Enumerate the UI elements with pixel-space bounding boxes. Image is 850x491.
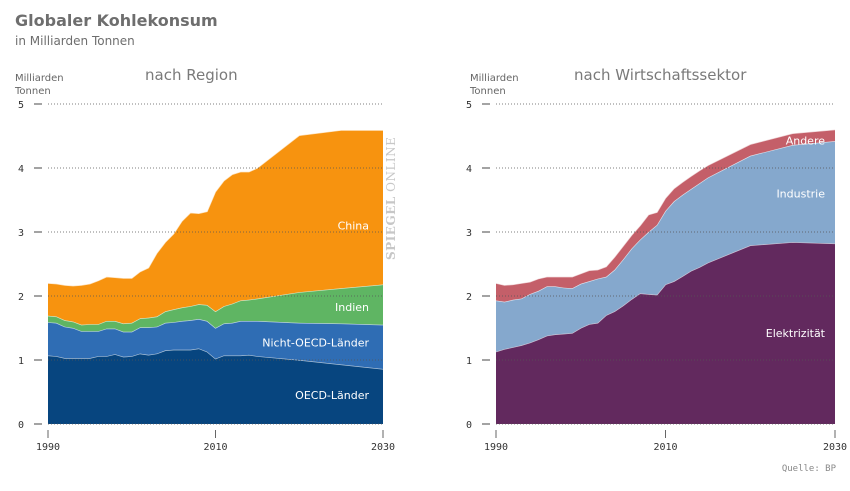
series-label-oecd-l-nder: OECD-Länder [295, 389, 369, 402]
spiegel-online-watermark: SPIEGEL ONLINE [384, 137, 398, 260]
source-note: Quelle: BP [781, 464, 836, 474]
x-tick-label: 1990 [484, 442, 508, 453]
y-tick-label: 4 [466, 164, 472, 175]
area-oecd-l-nder [48, 348, 383, 424]
y-tick-label: 1 [466, 356, 472, 367]
y-axis-unit-left: Milliarden Tonnen [15, 72, 64, 98]
series-label-indien: Indien [335, 301, 369, 314]
area-andere [496, 129, 835, 302]
y-axis-unit-line1: Milliarden [470, 73, 519, 84]
y-tick-label: 3 [466, 228, 472, 239]
y-tick-label: 4 [18, 164, 24, 175]
y-tick-label: 0 [466, 420, 472, 431]
y-tick-label: 1 [18, 356, 24, 367]
series-label-elektrizit-t: Elektrizität [766, 327, 826, 340]
area-elektrizit-t [496, 242, 835, 424]
x-tick-label: 2010 [203, 442, 227, 453]
y-axis-unit-right: Milliarden Tonnen [470, 72, 519, 98]
x-tick-label: 2010 [653, 442, 677, 453]
area-indien [48, 284, 383, 332]
x-tick-label: 2030 [371, 442, 395, 453]
watermark-bold: SPIEGEL [384, 196, 398, 260]
y-tick-label: 2 [466, 292, 472, 303]
y-axis-unit-line2: Tonnen [15, 86, 51, 97]
area-china [48, 130, 383, 325]
series-label-nicht-oecd-l-nder: Nicht-OECD-Länder [262, 337, 369, 350]
area-edge-line [47, 129, 383, 287]
x-tick-label: 1990 [36, 442, 60, 453]
series-label-industrie: Industrie [776, 188, 825, 201]
y-axis-unit-line2: Tonnen [470, 86, 506, 97]
chart-title: Globaler Kohlekonsum [15, 11, 218, 30]
series-label-andere: Andere [786, 134, 826, 147]
area-edge-line [495, 129, 836, 286]
x-tick-label: 2030 [823, 442, 847, 453]
y-tick-label: 5 [466, 100, 472, 111]
y-tick-label: 3 [18, 228, 24, 239]
area-nicht-oecd-l-nder [48, 319, 383, 369]
chart-subtitle: in Milliarden Tonnen [15, 34, 135, 48]
area-industrie [496, 141, 835, 352]
y-axis-unit-line1: Milliarden [15, 73, 64, 84]
panel-title-sector: nach Wirtschaftssektor [574, 66, 747, 84]
y-tick-label: 5 [18, 100, 24, 111]
panel-title-region: nach Region [145, 66, 238, 84]
watermark-light: ONLINE [384, 136, 398, 192]
y-tick-label: 0 [18, 420, 24, 431]
series-label-china: China [338, 220, 369, 233]
y-tick-label: 2 [18, 292, 24, 303]
